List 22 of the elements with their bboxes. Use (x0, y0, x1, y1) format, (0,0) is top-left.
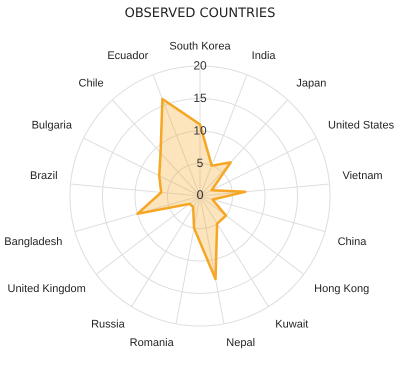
y-tick-label: 5 (196, 156, 204, 170)
spoke-label: Bangladesh (4, 236, 62, 248)
chart-title: OBSERVED COUNTRIES (124, 5, 276, 23)
spoke-label: Kuwait (275, 318, 308, 330)
spoke-label: South Korea (169, 40, 232, 52)
spoke-label: Vietnam (342, 170, 383, 182)
y-tick-label: 15 (193, 90, 207, 105)
spoke-label: Bulgaria (32, 120, 73, 132)
spoke-label: Nepal (226, 337, 256, 350)
spoke-label: Hong Kong (314, 282, 370, 295)
spoke-label: India (252, 50, 276, 62)
spoke-label: United States (328, 120, 395, 132)
spoke-label: Japan (296, 78, 326, 90)
spoke-label: Ecuador (107, 50, 149, 62)
y-tick-label: 0 (196, 188, 204, 202)
spoke-label: United Kingdom (8, 282, 86, 295)
spoke-label: Romania (130, 337, 175, 350)
spoke-label: Chile (78, 78, 104, 90)
spoke-label: Brazil (30, 170, 58, 182)
spoke-label: Russia (91, 318, 126, 330)
spoke-label: China (338, 236, 368, 248)
y-tick-label: 20 (193, 58, 207, 72)
